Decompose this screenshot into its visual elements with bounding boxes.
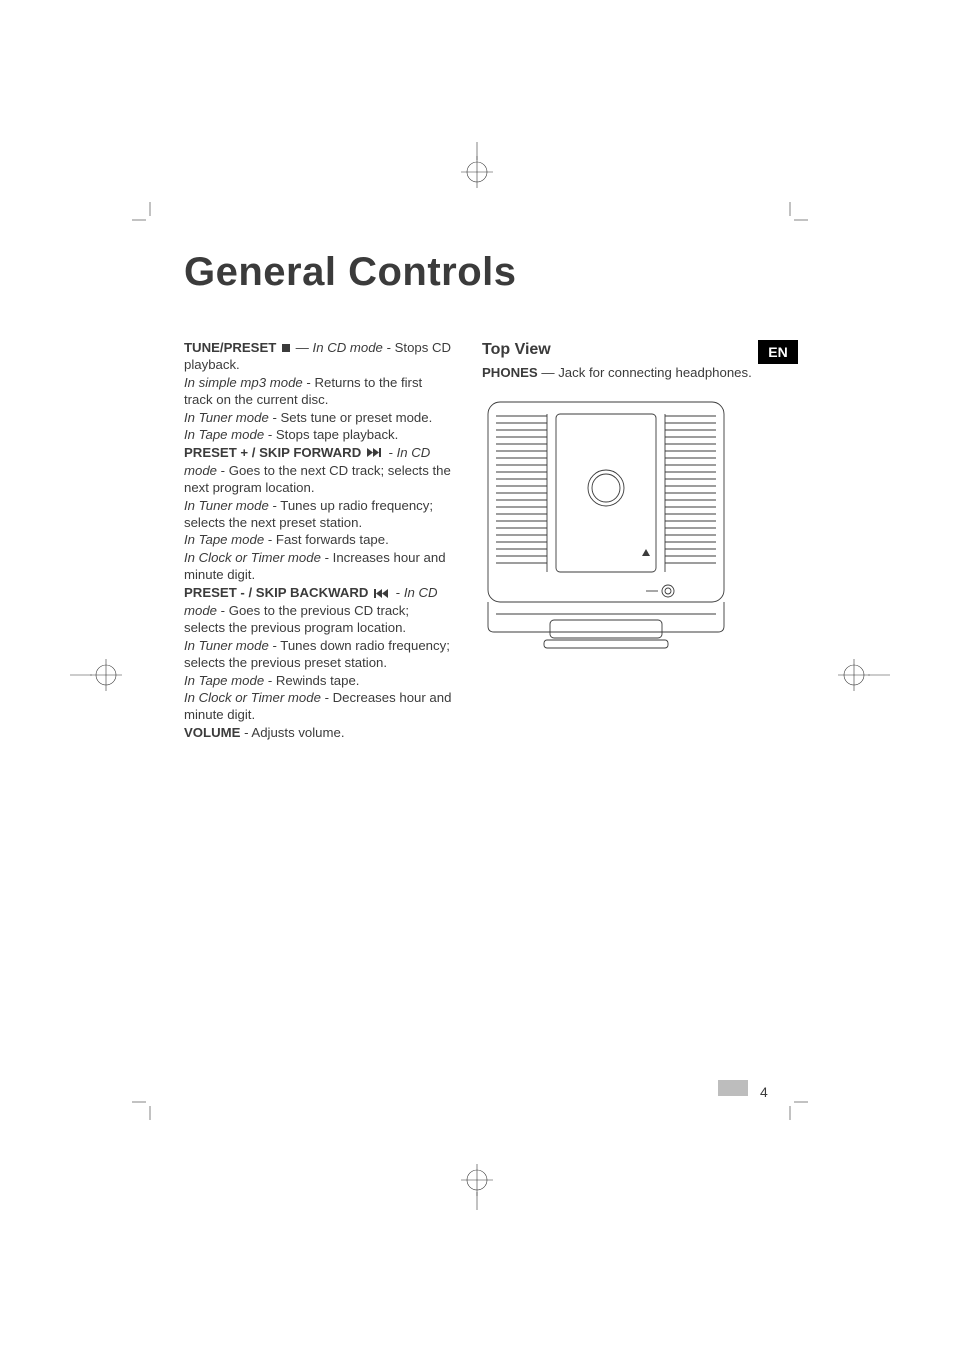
- bwd-clock-mode: In Clock or Timer mode: [184, 690, 321, 705]
- footer-tab: [718, 1080, 748, 1096]
- preset-fwd-tuner: In Tuner mode - Tunes up radio frequency…: [184, 497, 452, 532]
- tune-preset-tuner: In Tuner mode - Sets tune or preset mode…: [184, 409, 452, 426]
- preset-fwd-tape: In Tape mode - Fast forwards tape.: [184, 531, 452, 548]
- mp3-mode: In simple mp3 mode: [184, 375, 303, 390]
- page-number: 4: [760, 1084, 768, 1100]
- skip-backward-icon: [374, 585, 390, 602]
- preset-fwd-cd-prefix: -: [389, 445, 397, 460]
- tune-preset-mp3: In simple mp3 mode - Returns to the firs…: [184, 374, 452, 409]
- tape-text: - Stops tape playback.: [264, 427, 398, 442]
- tuner-mode: In Tuner mode: [184, 410, 269, 425]
- tuner-text: - Sets tune or preset mode.: [269, 410, 432, 425]
- columns: TUNE/PRESET — In CD mode - Stops CD play…: [184, 339, 769, 741]
- preset-fwd-cd-text: - Goes to the next CD track; selects the…: [184, 463, 451, 495]
- preset-fwd-label: PRESET + / SKIP FORWARD: [184, 445, 361, 460]
- right-column: Top View PHONES — Jack for connecting he…: [482, 339, 754, 741]
- crop-mark-right: [830, 650, 890, 700]
- volume-label: VOLUME: [184, 725, 240, 740]
- tune-preset-cd-prefix: —: [296, 340, 313, 355]
- tune-preset-cd-mode: In CD mode: [313, 340, 383, 355]
- preset-bwd-clock: In Clock or Timer mode - Decreases hour …: [184, 689, 452, 724]
- preset-fwd-block: PRESET + / SKIP FORWARD - In CD mode - G…: [184, 444, 452, 497]
- crop-mark-left: [70, 650, 130, 700]
- top-view-title: Top View: [482, 339, 754, 360]
- cut-mark-br: [784, 1096, 808, 1120]
- stop-icon: [282, 344, 290, 352]
- preset-bwd-tuner: In Tuner mode - Tunes down radio frequen…: [184, 637, 452, 672]
- bwd-tape-mode: In Tape mode: [184, 673, 264, 688]
- cut-mark-tl: [132, 202, 156, 226]
- preset-bwd-tape: In Tape mode - Rewinds tape.: [184, 672, 452, 689]
- tape-mode: In Tape mode: [184, 427, 264, 442]
- manual-page: EN General Controls TUNE/PRESET — In CD …: [0, 0, 954, 1351]
- content-area: General Controls TUNE/PRESET — In CD mod…: [184, 250, 769, 741]
- preset-bwd-cd-prefix: -: [396, 585, 404, 600]
- preset-bwd-cd-text: - Goes to the previous CD track; selects…: [184, 603, 409, 635]
- phones-line: PHONES — Jack for connecting headphones.: [482, 364, 754, 381]
- crop-mark-bottom: [432, 1160, 522, 1210]
- cut-mark-tr: [784, 202, 808, 226]
- page-title: General Controls: [184, 250, 769, 295]
- cut-mark-bl: [132, 1096, 156, 1120]
- fwd-tape-text: - Fast forwards tape.: [264, 532, 389, 547]
- skip-forward-icon: [367, 444, 383, 461]
- preset-fwd-clock: In Clock or Timer mode - Increases hour …: [184, 549, 452, 584]
- preset-bwd-label: PRESET - / SKIP BACKWARD: [184, 585, 368, 600]
- tune-preset-tape: In Tape mode - Stops tape playback.: [184, 426, 452, 443]
- top-view-figure: [482, 396, 754, 655]
- tune-preset-block: TUNE/PRESET — In CD mode - Stops CD play…: [184, 339, 452, 374]
- volume-block: VOLUME - Adjusts volume.: [184, 724, 452, 741]
- top-view-diagram: [482, 396, 730, 651]
- bwd-tape-text: - Rewinds tape.: [264, 673, 359, 688]
- preset-bwd-block: PRESET - / SKIP BACKWARD - In CD mode - …: [184, 584, 452, 637]
- bwd-tuner-mode: In Tuner mode: [184, 638, 269, 653]
- fwd-tape-mode: In Tape mode: [184, 532, 264, 547]
- left-column: TUNE/PRESET — In CD mode - Stops CD play…: [184, 339, 452, 741]
- fwd-tuner-mode: In Tuner mode: [184, 498, 269, 513]
- tune-preset-label: TUNE/PRESET: [184, 340, 276, 355]
- fwd-clock-mode: In Clock or Timer mode: [184, 550, 321, 565]
- volume-text: - Adjusts volume.: [240, 725, 344, 740]
- phones-text: — Jack for connecting headphones.: [538, 365, 752, 380]
- crop-mark-top: [432, 142, 522, 192]
- phones-label: PHONES: [482, 365, 538, 380]
